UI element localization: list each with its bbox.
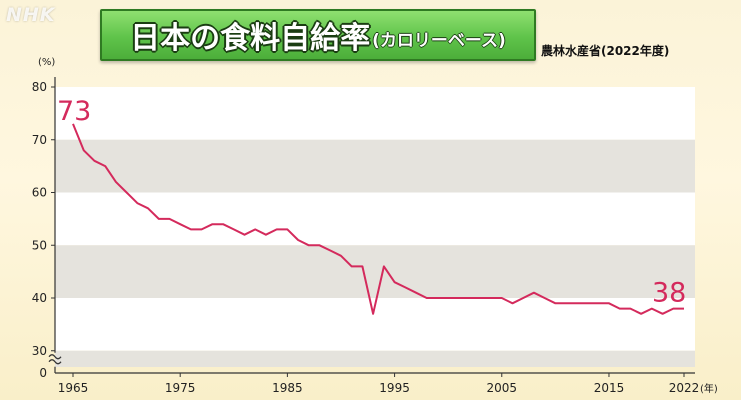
data-point (158, 218, 160, 220)
data-point (426, 297, 428, 299)
y-tick-label: 60 (32, 186, 47, 200)
data-point (340, 255, 342, 257)
data-point (662, 313, 664, 315)
data-point (436, 297, 438, 299)
data-point (490, 297, 492, 299)
data-point (222, 223, 224, 225)
data-point (136, 202, 138, 204)
data-point (608, 302, 610, 304)
y-tick-label: 40 (32, 291, 47, 305)
y-tick-label: 80 (32, 80, 47, 94)
axis-break-mark (48, 354, 62, 360)
chart-subtitle: (カロリーベース) (372, 30, 506, 51)
data-point (190, 228, 192, 230)
data-point (308, 244, 310, 246)
data-source: 農林水産省(2022年度) (541, 44, 670, 58)
data-point (469, 297, 471, 299)
data-point (351, 265, 353, 267)
x-tick-label: 1995 (379, 381, 410, 395)
data-point (629, 308, 631, 310)
x-axis-ticks: 1965 1975 1985 1995 2005 2015 2022 (年) (58, 373, 718, 395)
data-point (458, 297, 460, 299)
data-point (511, 302, 513, 304)
x-tick-label: 2015 (594, 381, 625, 395)
callout-start-value: 73 (57, 96, 91, 127)
data-point (404, 286, 406, 288)
data-point (479, 297, 481, 299)
y-tick-label: 70 (32, 133, 47, 147)
chart-title-box: 日本の食料自給率 (カロリーベース) (100, 9, 536, 61)
data-point (126, 192, 128, 194)
data-point (276, 228, 278, 230)
x-axis-unit: (年) (700, 382, 718, 395)
data-point (286, 228, 288, 230)
data-point (265, 234, 267, 236)
data-point (115, 181, 117, 183)
data-point (372, 313, 374, 315)
plot-band (55, 139, 695, 193)
y-tick-label-zero: 0 (39, 366, 47, 380)
data-point (319, 244, 321, 246)
data-point (297, 239, 299, 241)
data-point (544, 297, 546, 299)
data-point (587, 302, 589, 304)
data-point (329, 250, 331, 252)
data-point (554, 302, 556, 304)
data-point (83, 149, 85, 151)
plot-band (55, 245, 695, 298)
data-point (147, 207, 149, 209)
data-point (244, 234, 246, 236)
data-point (576, 302, 578, 304)
data-point (522, 297, 524, 299)
data-point (211, 223, 213, 225)
chart-axes (48, 77, 695, 374)
plot-bands (55, 87, 695, 367)
x-tick-label: 2022 (669, 381, 700, 395)
data-point (640, 313, 642, 315)
series-line-self-sufficiency (72, 123, 684, 315)
y-axis-unit: (%) (38, 57, 55, 68)
data-point (104, 165, 106, 167)
data-point (168, 218, 170, 220)
data-point (501, 297, 503, 299)
y-axis-ticks: 80 70 60 50 40 30 0 (32, 80, 55, 380)
y-tick-label: 50 (32, 238, 47, 252)
data-point (179, 223, 181, 225)
data-point (597, 302, 599, 304)
axis-break-mark (48, 359, 62, 365)
data-point (415, 292, 417, 294)
data-point (447, 297, 449, 299)
data-point (201, 228, 203, 230)
x-tick-label: 2005 (486, 381, 517, 395)
nhk-logo: NHK (6, 4, 56, 26)
chart-title: 日本の食料自給率 (130, 21, 371, 56)
data-point (394, 281, 396, 283)
plot-band-break-zone (55, 350, 695, 367)
data-point (383, 265, 385, 267)
data-point (254, 228, 256, 230)
x-tick-label: 1975 (165, 381, 196, 395)
data-point (93, 160, 95, 162)
data-point (233, 228, 235, 230)
callout-end-value: 38 (652, 278, 686, 309)
data-point (619, 308, 621, 310)
data-point (361, 265, 363, 267)
plot-band (55, 192, 695, 246)
y-tick-label: 30 (32, 344, 47, 358)
x-tick-label: 1965 (58, 381, 89, 395)
plot-band (55, 87, 695, 140)
data-point (565, 302, 567, 304)
x-tick-label: 1985 (272, 381, 303, 395)
data-point (533, 292, 535, 294)
